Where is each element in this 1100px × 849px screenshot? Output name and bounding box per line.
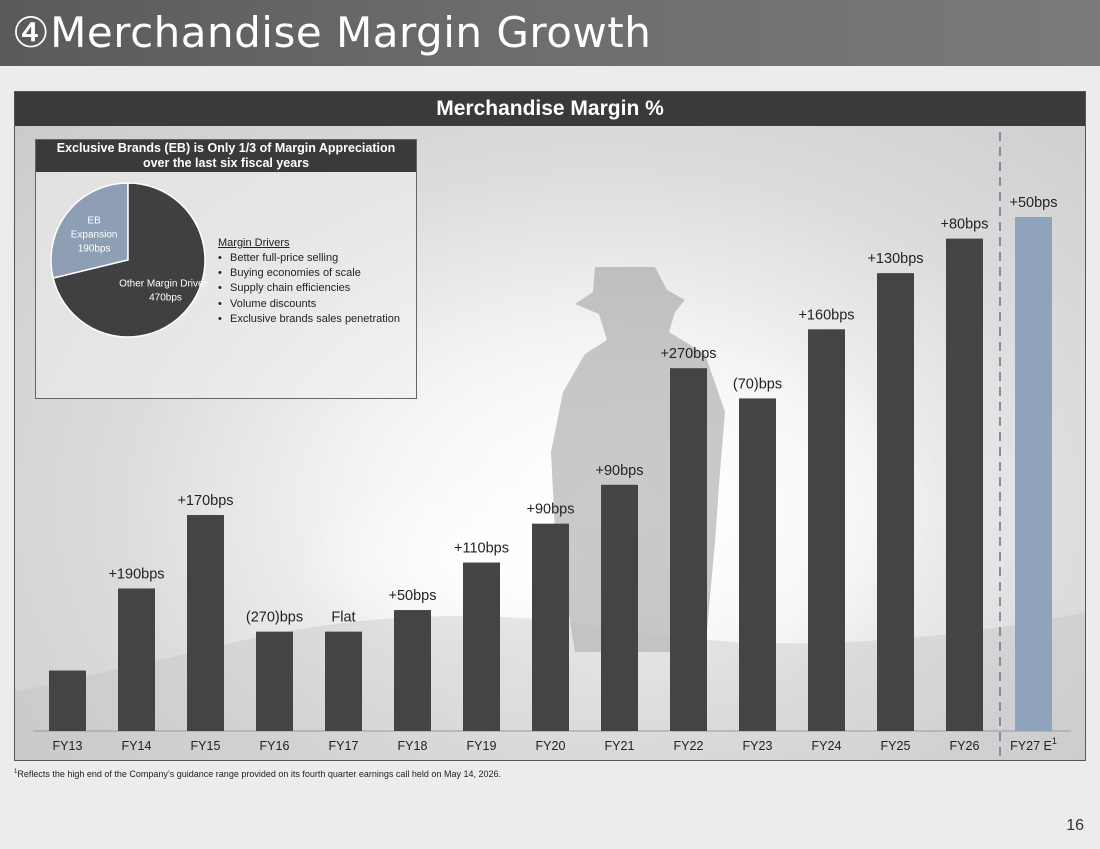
bar-fy22: [670, 368, 707, 731]
bar-change-label: +90bps: [527, 502, 575, 518]
bar-fy13: [49, 670, 86, 731]
bar-change-label: +50bps: [389, 588, 437, 604]
x-tick-superscript: 1: [1052, 736, 1057, 746]
x-tick-label: FY19: [467, 739, 497, 753]
margin-pie-chart: EB Expansion 190bps Other Margin Drivers 470…: [50, 182, 208, 338]
title-text: Merchandise Margin Growth: [50, 8, 652, 57]
bar-fy21: [601, 484, 638, 731]
x-tick-label: FY18: [398, 739, 428, 753]
bar-change-label: +170bps: [177, 493, 233, 509]
x-tick-label: FY16: [260, 739, 290, 753]
bar-change-label: (270)bps: [246, 610, 303, 626]
footnote-marker: 1: [14, 769, 18, 775]
bar-fy26: [946, 238, 983, 732]
bar-fy18: [394, 610, 431, 731]
margin-driver-item: Exclusive brands sales penetration: [218, 312, 400, 327]
x-tick-label: FY13: [53, 739, 83, 753]
title-bar: ④Merchandise Margin Growth: [0, 0, 1100, 66]
pie-slice-other-drivers: [52, 182, 206, 338]
x-tick-label: FY14: [122, 739, 152, 753]
bar-change-label: +110bps: [454, 541, 509, 557]
bar-fy27-e: [1015, 217, 1052, 731]
inset-title-line1: Exclusive Brands (EB) is Only 1/3 of Mar…: [56, 141, 396, 155]
margin-drivers-title: Margin Drivers: [218, 237, 290, 249]
x-tick-label: FY15: [191, 739, 221, 753]
margin-drivers-list: Better full-price sellingBuying economie…: [218, 251, 400, 327]
margin-drivers: Margin Drivers Better full-price selling…: [218, 237, 400, 327]
x-tick-label: FY26: [950, 739, 980, 753]
bar-fy16: [256, 631, 293, 731]
margin-driver-item: Buying economies of scale: [218, 266, 400, 281]
pie-slice-label: Expansion: [71, 229, 118, 240]
pie-slice-label: 470bps: [149, 293, 182, 304]
bar-change-label: +160bps: [798, 307, 854, 323]
bar-change-label: Flat: [331, 610, 355, 626]
x-tick-label: FY27 E1: [1010, 736, 1057, 753]
inset-title: Exclusive Brands (EB) is Only 1/3 of Mar…: [36, 140, 416, 172]
bar-change-label: +190bps: [108, 566, 164, 582]
x-tick-label: FY24: [812, 739, 842, 753]
x-tick-label: FY25: [881, 739, 911, 753]
margin-driver-item: Better full-price selling: [218, 251, 400, 266]
bar-change-label: +130bps: [867, 251, 923, 267]
footnote: 1Reflects the high end of the Company’s …: [14, 769, 501, 779]
chart-title: Merchandise Margin %: [15, 92, 1085, 126]
inset-title-line2: over the last six fiscal years: [142, 156, 310, 170]
pie-slice-label: EB: [87, 215, 101, 226]
bar-change-label: (70)bps: [733, 376, 782, 392]
pie-slice-label: 190bps: [78, 243, 111, 254]
chart-panel: Merchandise Margin % FY13 +190bps FY14 +170…: [14, 91, 1086, 761]
bar-fy20: [532, 523, 569, 731]
eb-inset-panel: Exclusive Brands (EB) is Only 1/3 of Mar…: [35, 139, 417, 399]
pie-slice-eb-expansion: [50, 182, 129, 280]
page-number: 16: [1066, 817, 1084, 834]
title-marker: ④: [12, 8, 51, 57]
pie-slice-label: Other Margin Drivers: [119, 279, 208, 290]
x-tick-label: FY17: [329, 739, 359, 753]
bar-fy19: [463, 562, 500, 731]
bar-fy17: [325, 631, 362, 731]
bar-change-label: +50bps: [1010, 195, 1058, 211]
bar-change-label: +270bps: [660, 346, 716, 362]
x-tick-label: FY20: [536, 739, 566, 753]
bar-chart: FY13 +190bps FY14 +170bps FY15 (270)bps FY16 Fl…: [33, 132, 1071, 757]
margin-driver-item: Supply chain efficiencies: [218, 281, 400, 296]
page-title: ④Merchandise Margin Growth: [12, 8, 651, 57]
bar-change-label: +90bps: [596, 463, 644, 479]
x-tick-label: FY23: [743, 739, 773, 753]
bar-fy23: [739, 398, 776, 731]
bar-fy25: [877, 273, 914, 731]
bar-change-label: +80bps: [941, 217, 989, 233]
bar-fy14: [118, 588, 155, 731]
bar-fy24: [808, 329, 845, 731]
x-tick-label: FY21: [605, 739, 635, 753]
bar-fy15: [187, 515, 224, 731]
footnote-text: Reflects the high end of the Company’s g…: [17, 769, 501, 779]
margin-driver-item: Volume discounts: [218, 297, 400, 312]
x-tick-label: FY22: [674, 739, 704, 753]
